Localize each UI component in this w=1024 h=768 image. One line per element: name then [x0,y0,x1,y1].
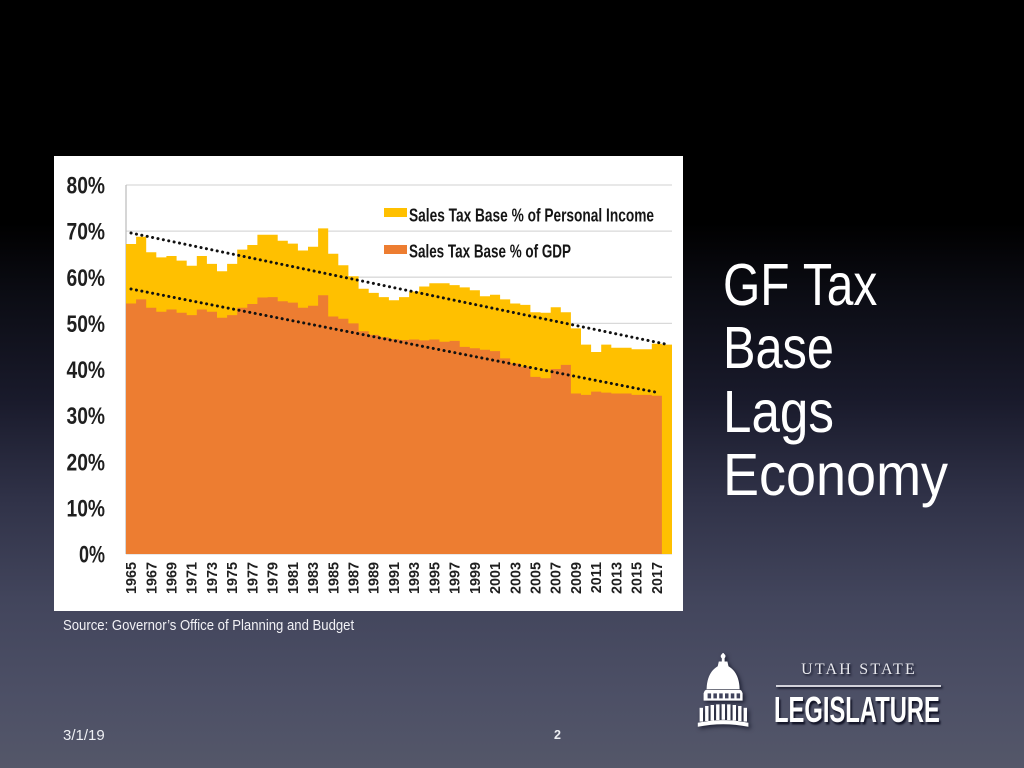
svg-text:1997: 1997 [448,562,464,594]
svg-text:1965: 1965 [124,562,140,594]
svg-text:70%: 70% [67,219,106,246]
svg-text:2015: 2015 [630,562,646,594]
svg-text:1985: 1985 [326,562,342,594]
svg-text:1977: 1977 [245,562,261,594]
svg-text:1991: 1991 [387,562,403,594]
svg-text:1993: 1993 [407,562,423,594]
svg-text:2001: 2001 [488,562,504,594]
svg-text:1987: 1987 [347,562,363,594]
svg-text:1975: 1975 [225,562,241,594]
svg-text:50%: 50% [67,311,106,338]
svg-text:Sales Tax Base % of GDP: Sales Tax Base % of GDP [409,241,571,262]
svg-text:10%: 10% [67,496,106,523]
svg-text:1971: 1971 [185,562,201,594]
svg-text:2017: 2017 [650,562,666,594]
svg-text:1989: 1989 [367,562,383,594]
svg-text:1973: 1973 [205,562,221,594]
svg-text:1981: 1981 [286,562,302,594]
svg-text:1969: 1969 [165,562,181,594]
svg-text:20%: 20% [67,449,106,476]
svg-text:60%: 60% [67,265,106,292]
svg-text:2013: 2013 [609,562,625,594]
svg-text:2009: 2009 [569,562,585,594]
svg-text:2003: 2003 [508,562,524,594]
svg-text:2005: 2005 [529,562,545,594]
svg-text:0%: 0% [79,542,105,569]
svg-text:1999: 1999 [468,562,484,594]
svg-text:80%: 80% [67,173,106,200]
svg-text:Sales Tax Base % of Personal I: Sales Tax Base % of Personal Income [409,205,654,226]
svg-text:1967: 1967 [144,562,160,594]
svg-text:30%: 30% [67,403,106,430]
svg-text:40%: 40% [67,357,106,384]
svg-text:1979: 1979 [266,562,282,594]
svg-text:2007: 2007 [549,562,565,594]
svg-text:2011: 2011 [589,562,605,593]
svg-text:1995: 1995 [427,562,443,594]
svg-text:1983: 1983 [306,562,322,594]
